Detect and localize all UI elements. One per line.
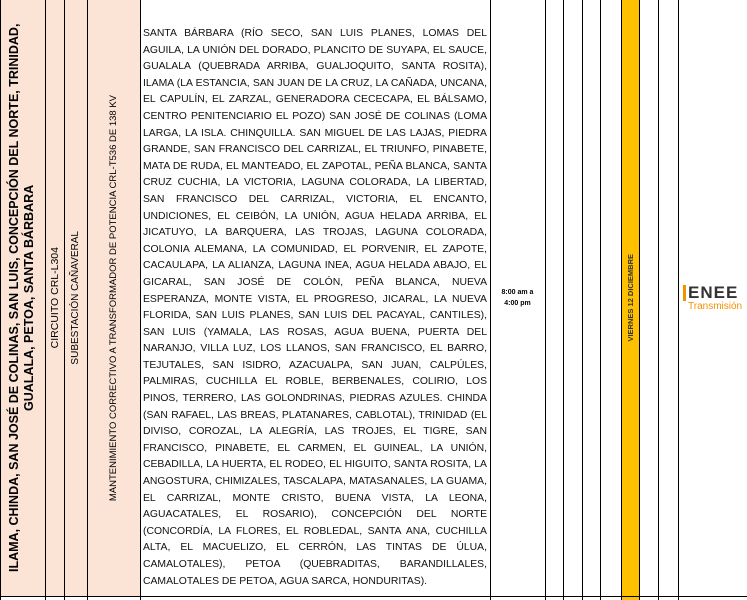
time-end: 4:00 pm: [504, 300, 531, 307]
table-border: [140, 0, 141, 600]
location: ILAMA, CHINDA, SAN JOSÉ DE COLINAS, SAN …: [6, 23, 36, 573]
table-border: [678, 0, 679, 600]
substation: SUBESTACIÓN CAÑAVERAL: [70, 231, 81, 365]
table-border: [639, 0, 640, 600]
logo-subtitle: Transmisión: [688, 300, 743, 312]
table-border: [490, 0, 491, 600]
table-cell: ILAMA, CHINDA, SAN JOSÉ DE COLINAS, SAN …: [0, 0, 45, 596]
table-border: [64, 0, 65, 600]
affected-areas: SANTA BÁRBARA (RÍO SECO, SAN LUIS PLANES…: [143, 28, 487, 587]
table-border: [582, 0, 583, 600]
time-start: 8:00 am a: [501, 289, 534, 296]
table-border: [87, 0, 88, 600]
table-cell: CIRCUITO CRL-L304: [45, 0, 64, 596]
peach-bg: [0, 0, 140, 596]
table-cell: 8:00 am a 4:00 pm: [490, 0, 545, 596]
table-border: [545, 0, 546, 600]
logo-name: ENEE: [683, 284, 738, 301]
table-cell: SUBESTACIÓN CAÑAVERAL: [64, 0, 87, 596]
description: MANTENIMIENTO CORRECTIVO A TRANSFORMADOR…: [108, 94, 119, 502]
date-highlight: [621, 0, 639, 600]
table-cell: MANTENIMIENTO CORRECTIVO A TRANSFORMADOR…: [87, 0, 140, 596]
table-border: [600, 0, 601, 600]
table-cell: VIERNES 12 DICIEMBRE: [621, 0, 639, 596]
table-cell: ENEE Transmisión: [679, 0, 747, 596]
table-border: [621, 0, 622, 600]
table-border: [45, 0, 46, 600]
circuit: CIRCUITO CRL-L304: [48, 247, 61, 349]
table-border: [563, 0, 564, 600]
table-border: [0, 0, 1, 600]
table-border: [658, 0, 659, 600]
table-border: [0, 596, 747, 597]
date: VIERNES 12 DICIEMBRE: [625, 254, 635, 342]
